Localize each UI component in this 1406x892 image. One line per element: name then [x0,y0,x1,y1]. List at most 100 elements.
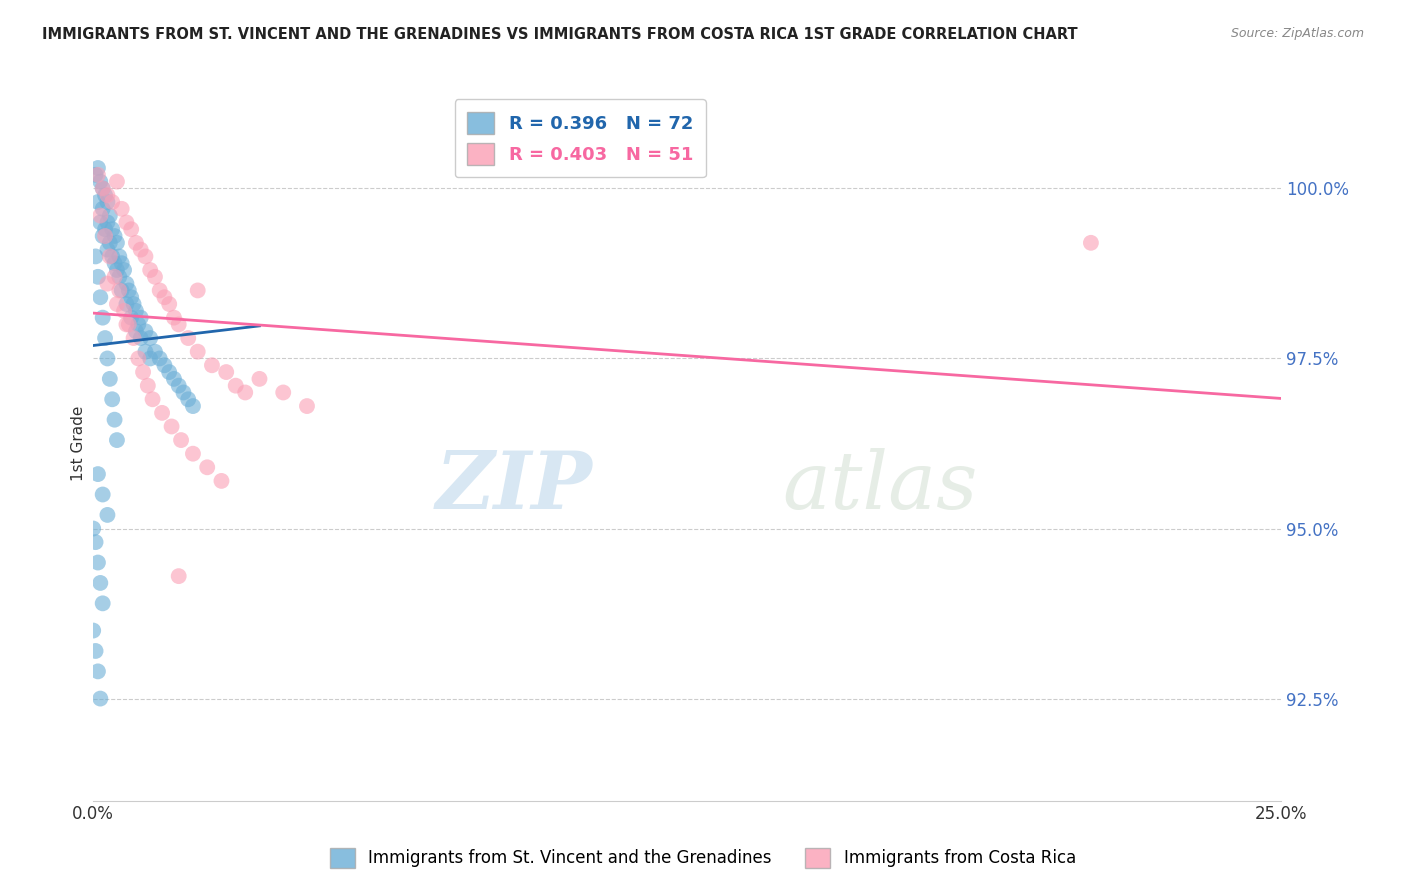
Point [103,229,125,244]
Point [125,235,148,250]
Point [103,412,125,426]
Point [91,181,114,195]
Point [201,358,224,372]
Point [134,344,156,359]
Point [111,256,134,270]
Point [111,284,134,298]
Point [84,535,107,549]
Point [157,297,180,311]
Point [96,351,118,366]
Text: IMMIGRANTS FROM ST. VINCENT AND THE GRENADINES VS IMMIGRANTS FROM COSTA RICA 1ST: IMMIGRANTS FROM ST. VINCENT AND THE GREN… [42,27,1078,42]
Point [91,229,114,244]
Point [127,318,149,332]
Point [89,576,111,591]
Point [91,596,114,610]
Point [167,318,190,332]
Point [87,161,110,175]
Point [101,392,124,407]
Point [295,399,318,413]
Point [181,447,204,461]
Point [103,269,125,284]
Point [94,331,117,345]
Point [96,215,118,229]
Point [122,331,145,345]
Point [177,331,200,345]
Point [149,351,172,366]
Point [84,249,107,263]
Point [105,263,128,277]
Point [153,290,176,304]
Point [101,194,124,209]
Point [105,433,128,447]
Point [125,324,148,338]
Point [115,318,138,332]
Point [195,460,218,475]
Y-axis label: 1st Grade: 1st Grade [72,406,86,481]
Point [82,522,104,536]
Point [82,624,104,638]
Point [105,297,128,311]
Point [87,194,110,209]
Point [167,378,190,392]
Point [112,303,135,318]
Point [157,365,180,379]
Point [89,175,111,189]
Point [132,365,155,379]
Point [139,331,162,345]
Point [172,385,194,400]
Point [136,378,159,392]
Point [98,235,121,250]
Point [139,351,162,366]
Point [84,644,107,658]
Point [143,269,166,284]
Point [125,303,148,318]
Point [98,372,121,386]
Point [91,487,114,501]
Legend: Immigrants from St. Vincent and the Grenadines, Immigrants from Costa Rica: Immigrants from St. Vincent and the Gren… [323,841,1083,875]
Point [94,222,117,236]
Point [108,284,131,298]
Point [87,665,110,679]
Point [98,209,121,223]
Text: atlas: atlas [782,448,977,525]
Legend: R = 0.396   N = 72, R = 0.403   N = 51: R = 0.396 N = 72, R = 0.403 N = 51 [454,99,706,178]
Point [115,297,138,311]
Point [101,222,124,236]
Point [163,310,186,325]
Point [211,474,233,488]
Point [96,188,118,202]
Point [129,331,152,345]
Point [129,243,152,257]
Point [91,310,114,325]
Point [84,168,107,182]
Point [170,433,193,447]
Point [94,188,117,202]
Point [96,243,118,257]
Point [105,175,128,189]
Point [215,365,238,379]
Point [94,229,117,244]
Point [225,378,247,392]
Point [160,419,183,434]
Point [142,392,165,407]
Point [96,277,118,291]
Point [89,215,111,229]
Point [115,215,138,229]
Point [87,168,110,182]
Point [103,256,125,270]
Point [91,202,114,216]
Point [87,467,110,482]
Point [149,284,172,298]
Text: Source: ZipAtlas.com: Source: ZipAtlas.com [1230,27,1364,40]
Point [108,249,131,263]
Point [134,249,156,263]
Point [134,324,156,338]
Point [87,269,110,284]
Point [187,284,209,298]
Point [118,318,141,332]
Point [122,297,145,311]
Point [112,263,135,277]
Point [271,385,294,400]
Point [118,284,141,298]
Point [96,194,118,209]
